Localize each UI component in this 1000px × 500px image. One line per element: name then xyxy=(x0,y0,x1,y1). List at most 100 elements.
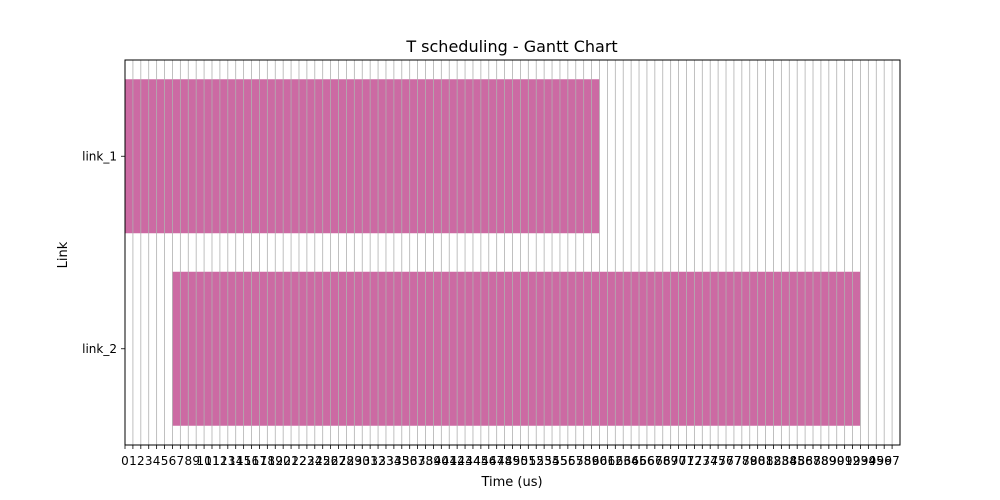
x-tick-label: 38 xyxy=(418,454,433,468)
x-tick-label: 4 xyxy=(153,454,161,468)
x-tick-label: 61 xyxy=(600,454,615,468)
x-tick-label: 92 xyxy=(845,454,860,468)
x-tick-label: 16 xyxy=(244,454,259,468)
x-tick-label: 60 xyxy=(592,454,607,468)
x-tick-label: 8 xyxy=(184,454,192,468)
x-tick-label: 2 xyxy=(137,454,145,468)
x-axis-label: Time (us) xyxy=(480,475,542,490)
x-tick-label: 83 xyxy=(774,454,789,468)
x-tick-label: 65 xyxy=(631,454,646,468)
x-tick-label: 14 xyxy=(228,454,243,468)
x-tick-label: 10 xyxy=(196,454,211,468)
x-tick-label: 3 xyxy=(145,454,153,468)
x-tick-label: 7 xyxy=(177,454,185,468)
x-tick-label: 81 xyxy=(758,454,773,468)
x-tick-label: 49 xyxy=(505,454,520,468)
y-tick-label-link_2: link_2 xyxy=(82,342,117,356)
x-tick-label: 82 xyxy=(766,454,781,468)
x-tick-label: 90 xyxy=(829,454,844,468)
x-tick-label: 11 xyxy=(204,454,219,468)
x-tick-label: 31 xyxy=(363,454,378,468)
x-tick-label: 70 xyxy=(671,454,686,468)
x-tick-label: 97 xyxy=(884,454,899,468)
x-tick-label: 96 xyxy=(877,454,892,468)
x-tick-label: 6 xyxy=(169,454,177,468)
chart-title: T scheduling - Gantt Chart xyxy=(405,37,617,56)
x-tick-label: 24 xyxy=(307,454,322,468)
x-tick-label: 72 xyxy=(687,454,702,468)
x-tick-label: 44 xyxy=(465,454,480,468)
x-tick-label: 88 xyxy=(813,454,828,468)
x-tick-label: 18 xyxy=(260,454,275,468)
x-tick-label: 73 xyxy=(695,454,710,468)
x-tick-label: 12 xyxy=(212,454,227,468)
x-tick-label: 57 xyxy=(568,454,583,468)
x-tick-label: 37 xyxy=(410,454,425,468)
x-tick-label: 66 xyxy=(639,454,654,468)
x-tick-label: 56 xyxy=(560,454,575,468)
x-tick-label: 68 xyxy=(655,454,670,468)
x-tick-label: 89 xyxy=(821,454,836,468)
x-tick-label: 95 xyxy=(869,454,884,468)
x-tick-label: 17 xyxy=(252,454,267,468)
x-tick-label: 58 xyxy=(576,454,591,468)
x-tick-label: 41 xyxy=(442,454,457,468)
x-tick-label: 29 xyxy=(347,454,362,468)
x-tick-label: 47 xyxy=(489,454,504,468)
x-tick-label: 75 xyxy=(710,454,725,468)
x-tick-label: 55 xyxy=(552,454,567,468)
x-tick-label: 21 xyxy=(283,454,298,468)
y-axis-label: Link xyxy=(56,241,71,268)
y-tick-label-link_1: link_1 xyxy=(82,149,117,163)
x-tick-label: 59 xyxy=(584,454,599,468)
x-tick-label: 54 xyxy=(544,454,559,468)
x-tick-label: 62 xyxy=(608,454,623,468)
x-tick-label: 91 xyxy=(837,454,852,468)
grid-lines-overlay xyxy=(124,60,893,445)
x-tick-label: 32 xyxy=(370,454,385,468)
x-tick-label: 78 xyxy=(734,454,749,468)
y-ticks: link_1 link_2 xyxy=(82,149,125,356)
x-tick-label: 5 xyxy=(161,454,169,468)
x-tick-label: 43 xyxy=(457,454,472,468)
x-tick-label: 13 xyxy=(220,454,235,468)
x-tick-label: 93 xyxy=(853,454,868,468)
x-tick-label: 26 xyxy=(323,454,338,468)
x-tick-label: 33 xyxy=(378,454,393,468)
x-tick-label: 84 xyxy=(782,454,797,468)
x-tick-label: 15 xyxy=(236,454,251,468)
x-tick-label: 80 xyxy=(750,454,765,468)
x-tick-label: 53 xyxy=(536,454,551,468)
x-tick-label: 40 xyxy=(434,454,449,468)
x-tick-label: 94 xyxy=(861,454,876,468)
x-tick-label: 71 xyxy=(679,454,694,468)
x-tick-label: 64 xyxy=(623,454,638,468)
x-tick-label: 85 xyxy=(790,454,805,468)
x-tick-label: 79 xyxy=(742,454,757,468)
x-tick-label: 1 xyxy=(129,454,137,468)
x-tick-label: 35 xyxy=(394,454,409,468)
x-tick-label: 23 xyxy=(299,454,314,468)
x-tick-label: 76 xyxy=(718,454,733,468)
x-tick-label: 34 xyxy=(386,454,401,468)
x-tick-label: 67 xyxy=(647,454,662,468)
x-tick-label: 51 xyxy=(521,454,536,468)
x-tick-label: 39 xyxy=(426,454,441,468)
x-tick-label: 52 xyxy=(529,454,544,468)
x-tick-label: 69 xyxy=(663,454,678,468)
x-tick-label: 25 xyxy=(315,454,330,468)
x-tick-label: 77 xyxy=(726,454,741,468)
x-tick-label: 0 xyxy=(121,454,129,468)
x-tick-label: 50 xyxy=(513,454,528,468)
x-tick-label: 27 xyxy=(331,454,346,468)
x-tick-label: 22 xyxy=(291,454,306,468)
x-ticks: 0 1 2 3 4 5 6 7 8 9101112131415161718192021222324… xyxy=(121,445,900,468)
task-bar-link_2 xyxy=(172,271,861,426)
x-tick-label: 20 xyxy=(276,454,291,468)
x-tick-label: 30 xyxy=(355,454,370,468)
x-tick-label: 36 xyxy=(402,454,417,468)
x-tick-label: 42 xyxy=(450,454,465,468)
x-tick-label: 45 xyxy=(473,454,488,468)
x-tick-label: 63 xyxy=(616,454,631,468)
